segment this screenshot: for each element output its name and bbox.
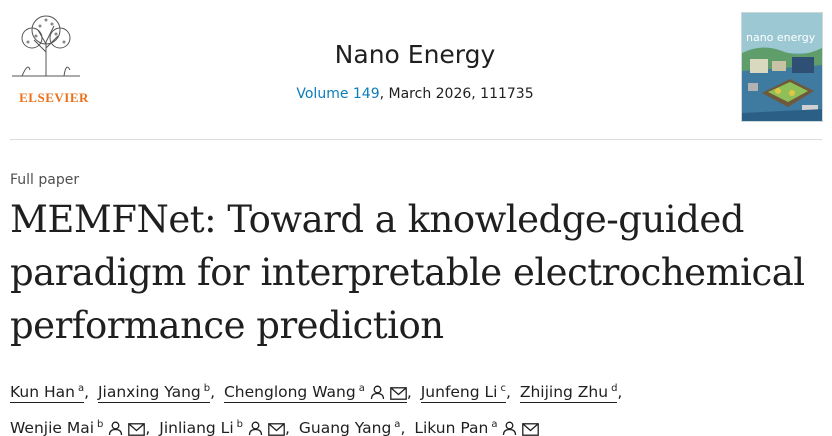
affiliation-marker[interactable]: b <box>97 419 104 431</box>
citation-details: , March 2026, 111735 <box>379 86 534 102</box>
person-icon[interactable] <box>370 381 385 410</box>
article-type: Full paper <box>10 172 80 188</box>
author-separator: , <box>285 419 290 436</box>
author-separator: , <box>400 419 406 436</box>
author-name: Jianxing Yang <box>97 383 201 402</box>
author-name: Kun Han <box>10 383 75 402</box>
journal-info: Nano Energy Volume 149, March 2026, 1117… <box>230 40 600 102</box>
title-line: paradigm for interpretable electrochemic… <box>10 251 805 294</box>
author-name: Zhijing Zhu <box>519 383 609 402</box>
author-name: Likun Pan <box>414 419 489 436</box>
citation: Volume 149, March 2026, 111735 <box>230 86 600 102</box>
email-icon[interactable] <box>268 417 285 436</box>
author-separator: , <box>505 383 511 402</box>
journal-title[interactable]: Nano Energy <box>334 40 496 69</box>
author-link[interactable]: Chenglong Wang a <box>223 383 407 404</box>
cover-title: nano energy <box>746 31 816 44</box>
affiliation-marker[interactable]: b <box>203 383 211 394</box>
author-separator: , <box>84 383 90 402</box>
author-list: Kun Han a, Jianxing Yang b, Chenglong Wang… <box>10 374 825 436</box>
affiliation-marker[interactable]: b <box>236 419 243 431</box>
author-link[interactable]: Jianxing Yang b <box>97 383 211 404</box>
affiliation-marker[interactable]: c <box>500 383 506 394</box>
affiliation-marker[interactable]: a <box>491 419 498 431</box>
email-icon[interactable] <box>128 417 146 436</box>
author-separator: , <box>617 383 623 402</box>
email-icon[interactable] <box>522 417 540 436</box>
person-icon[interactable] <box>108 417 123 436</box>
author-link[interactable]: Wenjie Mai b <box>10 417 146 436</box>
author-name: Jinliang Li <box>159 419 234 436</box>
author-link[interactable]: Zhijing Zhu d <box>519 383 618 404</box>
author-name: Guang Yang <box>298 419 392 436</box>
author-name: Wenjie Mai <box>10 419 95 436</box>
author-name: Chenglong Wang <box>223 383 356 402</box>
author-link[interactable]: Likun Pan a <box>414 417 540 436</box>
author-link[interactable]: Guang Yang a <box>298 419 401 436</box>
elsevier-tree-logo-icon[interactable]: ELSEVIER <box>8 12 88 105</box>
author-link[interactable]: Kun Han a <box>10 383 85 404</box>
article-title: MEMFNet: Toward a knowledge-guided parad… <box>10 193 825 352</box>
person-icon[interactable] <box>502 417 517 436</box>
author-separator: , <box>145 419 151 436</box>
author-separator: , <box>406 383 412 402</box>
author-link[interactable]: Jinliang Li b <box>159 419 285 436</box>
affiliation-marker[interactable]: a <box>358 383 365 394</box>
volume-link[interactable]: Volume 149 <box>296 86 380 102</box>
header-divider <box>10 139 822 140</box>
person-icon[interactable] <box>248 417 263 436</box>
title-line: MEMFNet: Toward a knowledge-guided <box>10 198 744 241</box>
journal-cover-image[interactable]: nano energy <box>741 12 823 122</box>
affiliation-marker[interactable]: a <box>77 383 85 394</box>
affiliation-marker[interactable]: a <box>394 419 401 431</box>
affiliation-marker[interactable]: d <box>611 383 618 394</box>
email-icon[interactable] <box>389 381 407 410</box>
journal-header: ELSEVIER Nano Energy Volume 149, March 2… <box>0 0 832 130</box>
author-link[interactable]: Junfeng Li c <box>420 383 506 404</box>
author-name: Junfeng Li <box>420 383 498 402</box>
publisher-name: ELSEVIER <box>19 90 89 105</box>
author-separator: , <box>210 383 216 402</box>
title-line: performance prediction <box>10 304 444 347</box>
